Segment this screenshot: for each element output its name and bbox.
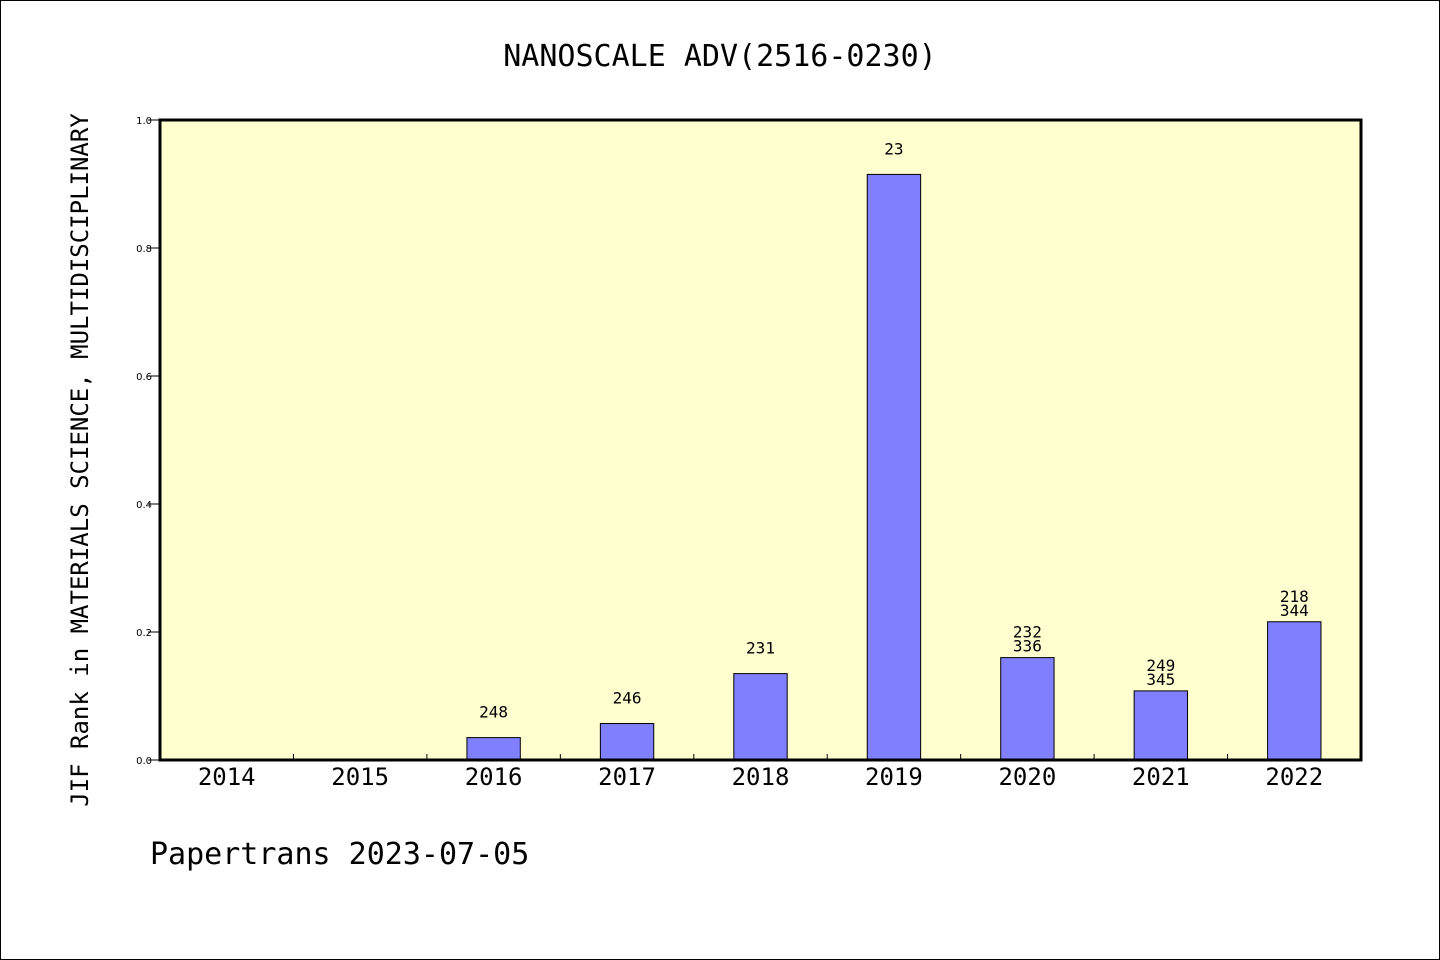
y-tick-label: 0.4 — [136, 500, 152, 511]
bar-data-label: 218 — [1280, 587, 1309, 606]
x-tick-label: 2017 — [598, 763, 656, 791]
bar-2020 — [1000, 657, 1055, 761]
bar-2021 — [1133, 690, 1189, 761]
bar-data-label: 23 — [884, 139, 903, 158]
y-tick-label: 0.6 — [136, 372, 152, 383]
x-tick-label: 2022 — [1265, 763, 1323, 791]
bar-data-label: 248 — [479, 703, 508, 722]
bar-data-label: 231 — [746, 639, 775, 658]
bar-2017 — [599, 723, 655, 761]
bar-2019 — [866, 173, 922, 761]
x-tick-label: 2019 — [865, 763, 923, 791]
bar-data-label: 345 — [1146, 670, 1175, 689]
bar-data-label: 246 — [613, 689, 642, 708]
bar-2022 — [1267, 621, 1322, 761]
bar-2018 — [733, 673, 788, 761]
bar-data-label: 232 — [1013, 623, 1042, 642]
bar-data-label: 249 — [1146, 656, 1175, 675]
plot-area — [160, 120, 1361, 760]
plot-border — [158, 118, 1363, 762]
x-tick-label: 2021 — [1132, 763, 1190, 791]
bar-data-label: 336 — [1013, 637, 1042, 656]
bar-data-label: 344 — [1280, 601, 1309, 620]
y-tick-label: 0.0 — [136, 756, 152, 767]
chart-title: NANOSCALE ADV(2516-0230) — [503, 39, 936, 74]
x-tick-label: 2018 — [732, 763, 790, 791]
y-tick-label: 1.0 — [136, 116, 152, 127]
y-tick-label: 0.2 — [136, 628, 152, 639]
bar-2016 — [466, 737, 521, 761]
y-tick-label: 0.8 — [136, 244, 152, 255]
x-tick-label: 2020 — [998, 763, 1056, 791]
x-tick-label: 2014 — [198, 763, 256, 791]
x-tick-label: 2016 — [465, 763, 523, 791]
x-tick-label: 2015 — [331, 763, 389, 791]
footer-text: Papertrans 2023-07-05 — [150, 837, 529, 872]
y-axis-label: JIF Rank in MATERIALS SCIENCE, MULTIDISC… — [66, 113, 94, 807]
